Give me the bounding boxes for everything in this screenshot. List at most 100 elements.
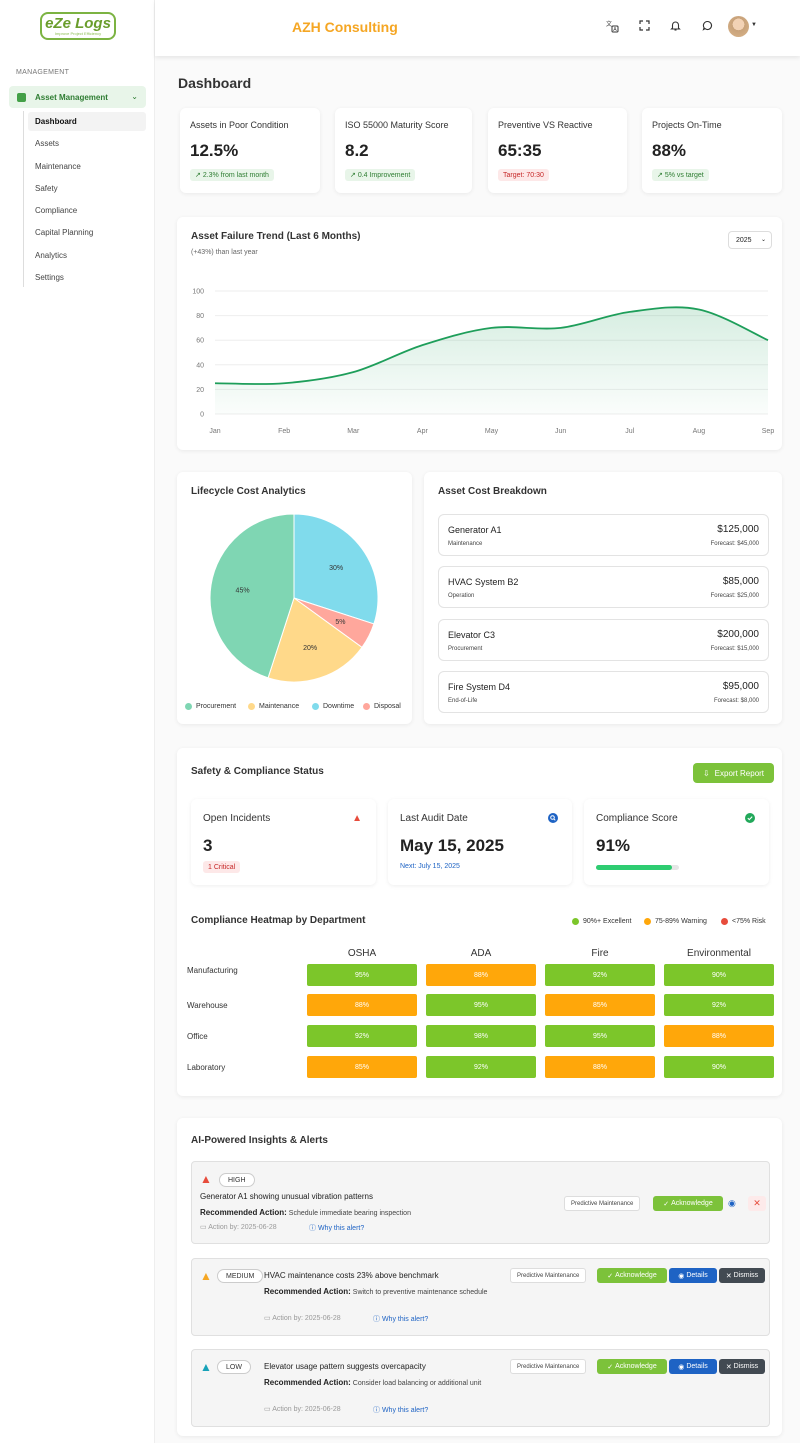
heatmap-cell[interactable]: 85%: [545, 994, 655, 1016]
why-alert-link[interactable]: ⓘ Why this alert?: [373, 1407, 429, 1414]
compliance-progress-track: [596, 865, 679, 870]
warning-icon: ▲: [352, 813, 362, 824]
cost-item-name: Fire System D4: [448, 682, 511, 692]
legend-risk: <75% Risk: [721, 918, 766, 925]
dismiss-button[interactable]: ✕ Dismiss: [719, 1359, 765, 1374]
heatmap-cell[interactable]: 92%: [664, 994, 774, 1016]
critical-badge: 1 Critical: [203, 861, 241, 873]
cost-item[interactable]: HVAC System B2 Operation $85,000 Forecas…: [438, 566, 769, 608]
heatmap-cell[interactable]: 92%: [545, 964, 655, 986]
sidebar-item-safety[interactable]: Safety: [35, 184, 58, 193]
pie-slice-maintenance: [267, 597, 363, 683]
sidebar-item-dashboard[interactable]: Dashboard: [28, 112, 146, 131]
legend-swatch: [312, 703, 319, 710]
section-title: Asset Cost Breakdown: [438, 486, 547, 497]
stat-value: 91%: [596, 836, 631, 855]
close-icon[interactable]: ✕: [748, 1196, 766, 1211]
heatmap-cell[interactable]: 90%: [664, 964, 774, 986]
acknowledge-button[interactable]: ✓ Acknowledge: [653, 1196, 723, 1211]
details-button[interactable]: ◉ Details: [669, 1359, 717, 1374]
legend-procurement: Procurement: [185, 703, 236, 710]
app-logo[interactable]: eZe Logs Improve Project Efficiency: [40, 12, 116, 40]
heatmap-cell[interactable]: 88%: [307, 994, 417, 1016]
heatmap-cell[interactable]: 98%: [426, 1025, 536, 1047]
heatmap-cell[interactable]: 85%: [307, 1056, 417, 1078]
asset-icon: [17, 92, 26, 102]
heatmap-cell[interactable]: 95%: [545, 1025, 655, 1047]
heatmap-col-ada: ADA: [470, 948, 492, 959]
chat-icon[interactable]: [700, 20, 714, 34]
x-tick-label: Jun: [555, 428, 566, 435]
cost-item-amount: $95,000: [722, 681, 759, 692]
heatmap-cell[interactable]: 88%: [426, 964, 536, 986]
eye-icon[interactable]: ◉: [728, 1198, 736, 1208]
heatmap-cell[interactable]: 92%: [307, 1025, 417, 1047]
close-icon: ✕: [725, 1363, 734, 1371]
bell-icon[interactable]: [668, 20, 682, 34]
sidebar-item-asset-management[interactable]: Asset Management ⌄: [9, 86, 146, 108]
heatmap-row-label: Warehouse: [187, 1001, 228, 1010]
cost-item-name: Elevator C3: [448, 630, 496, 640]
trend-up-icon: ↗: [195, 172, 203, 179]
check-icon: ✓: [663, 1200, 672, 1208]
company-name: AZH Consulting: [292, 19, 398, 35]
fullscreen-icon[interactable]: [637, 20, 651, 34]
kpi-value: 88%: [652, 141, 687, 160]
cost-item[interactable]: Generator A1 Maintenance $125,000 Foreca…: [438, 514, 769, 556]
heatmap-cell[interactable]: 88%: [664, 1025, 774, 1047]
x-tick-label: Jul: [625, 428, 634, 435]
acknowledge-button[interactable]: ✓ Acknowledge: [597, 1359, 667, 1374]
y-tick-label: 40: [196, 362, 204, 369]
y-tick-label: 0: [200, 412, 204, 419]
why-alert-link[interactable]: ⓘ Why this alert?: [309, 1225, 365, 1232]
year-select[interactable]: 2025 ⌄: [728, 231, 772, 249]
x-tick-label: Sep: [762, 428, 775, 435]
next-audit-date: Next: July 15, 2025: [400, 863, 460, 870]
alert-tag: Predictive Maintenance: [564, 1196, 641, 1211]
details-button[interactable]: ◉ Details: [669, 1268, 717, 1283]
trend-area: [215, 307, 768, 414]
cost-item[interactable]: Elevator C3 Procurement $200,000 Forecas…: [438, 619, 769, 661]
warning-icon: ▲: [200, 1172, 212, 1186]
avatar[interactable]: [728, 16, 749, 37]
sidebar-item-compliance[interactable]: Compliance: [35, 206, 78, 215]
lifecycle-card: Lifecycle Cost Analytics 30% 5% 20% 45% Pro…: [177, 472, 412, 724]
heatmap-cell[interactable]: 95%: [426, 994, 536, 1016]
sidebar-item-analytics[interactable]: Analytics: [35, 251, 68, 260]
cost-item-category: Procurement: [448, 646, 483, 652]
sidebar-item-settings[interactable]: Settings: [35, 273, 64, 282]
cost-item-amount: $125,000: [717, 524, 759, 535]
kpi-title: Projects On-Time: [652, 120, 722, 130]
cost-item-forecast: Forecast: $15,000: [710, 646, 759, 652]
severity-badge: HIGH: [219, 1173, 255, 1187]
eye-icon: ◉: [678, 1363, 687, 1371]
caret-down-icon[interactable]: ▼: [751, 22, 757, 28]
stat-title: Last Audit Date: [400, 813, 468, 824]
sidebar-tree-line: [23, 111, 24, 287]
dismiss-button[interactable]: ✕ Dismiss: [719, 1268, 765, 1283]
heatmap-cell[interactable]: 92%: [426, 1056, 536, 1078]
heatmap-row-label: Laboratory: [187, 1063, 226, 1072]
heatmap-cell[interactable]: 90%: [664, 1056, 774, 1078]
alert-title: Generator A1 showing unusual vibration p…: [200, 1192, 373, 1201]
severity-badge: LOW: [217, 1360, 251, 1374]
acknowledge-button[interactable]: ✓ Acknowledge: [597, 1268, 667, 1283]
chevron-down-icon: ⌄: [131, 92, 138, 101]
sidebar-item-assets[interactable]: Assets: [35, 139, 60, 148]
search-icon: [548, 813, 558, 826]
sidebar: eZe Logs Improve Project Efficiency MANA…: [0, 0, 155, 1443]
heatmap-cell[interactable]: 88%: [545, 1056, 655, 1078]
alert-medium: ▲ MEDIUM HVAC maintenance costs 23% abov…: [191, 1258, 770, 1336]
sidebar-item-maintenance[interactable]: Maintenance: [35, 162, 81, 171]
why-alert-link[interactable]: ⓘ Why this alert?: [373, 1316, 429, 1323]
kpi-title: Preventive VS Reactive: [498, 120, 593, 130]
export-report-button[interactable]: ⇩ Export Report: [693, 763, 774, 783]
alert-recommendation: Recommended Action: Switch to preventive…: [264, 1287, 488, 1296]
cost-item[interactable]: Fire System D4 End-of-Life $95,000 Forec…: [438, 671, 769, 713]
heatmap-cell[interactable]: 95%: [307, 964, 417, 986]
x-tick-label: Feb: [278, 428, 290, 435]
sidebar-item-capital-planning[interactable]: Capital Planning: [35, 228, 94, 237]
info-icon: ⓘ: [373, 1316, 380, 1323]
